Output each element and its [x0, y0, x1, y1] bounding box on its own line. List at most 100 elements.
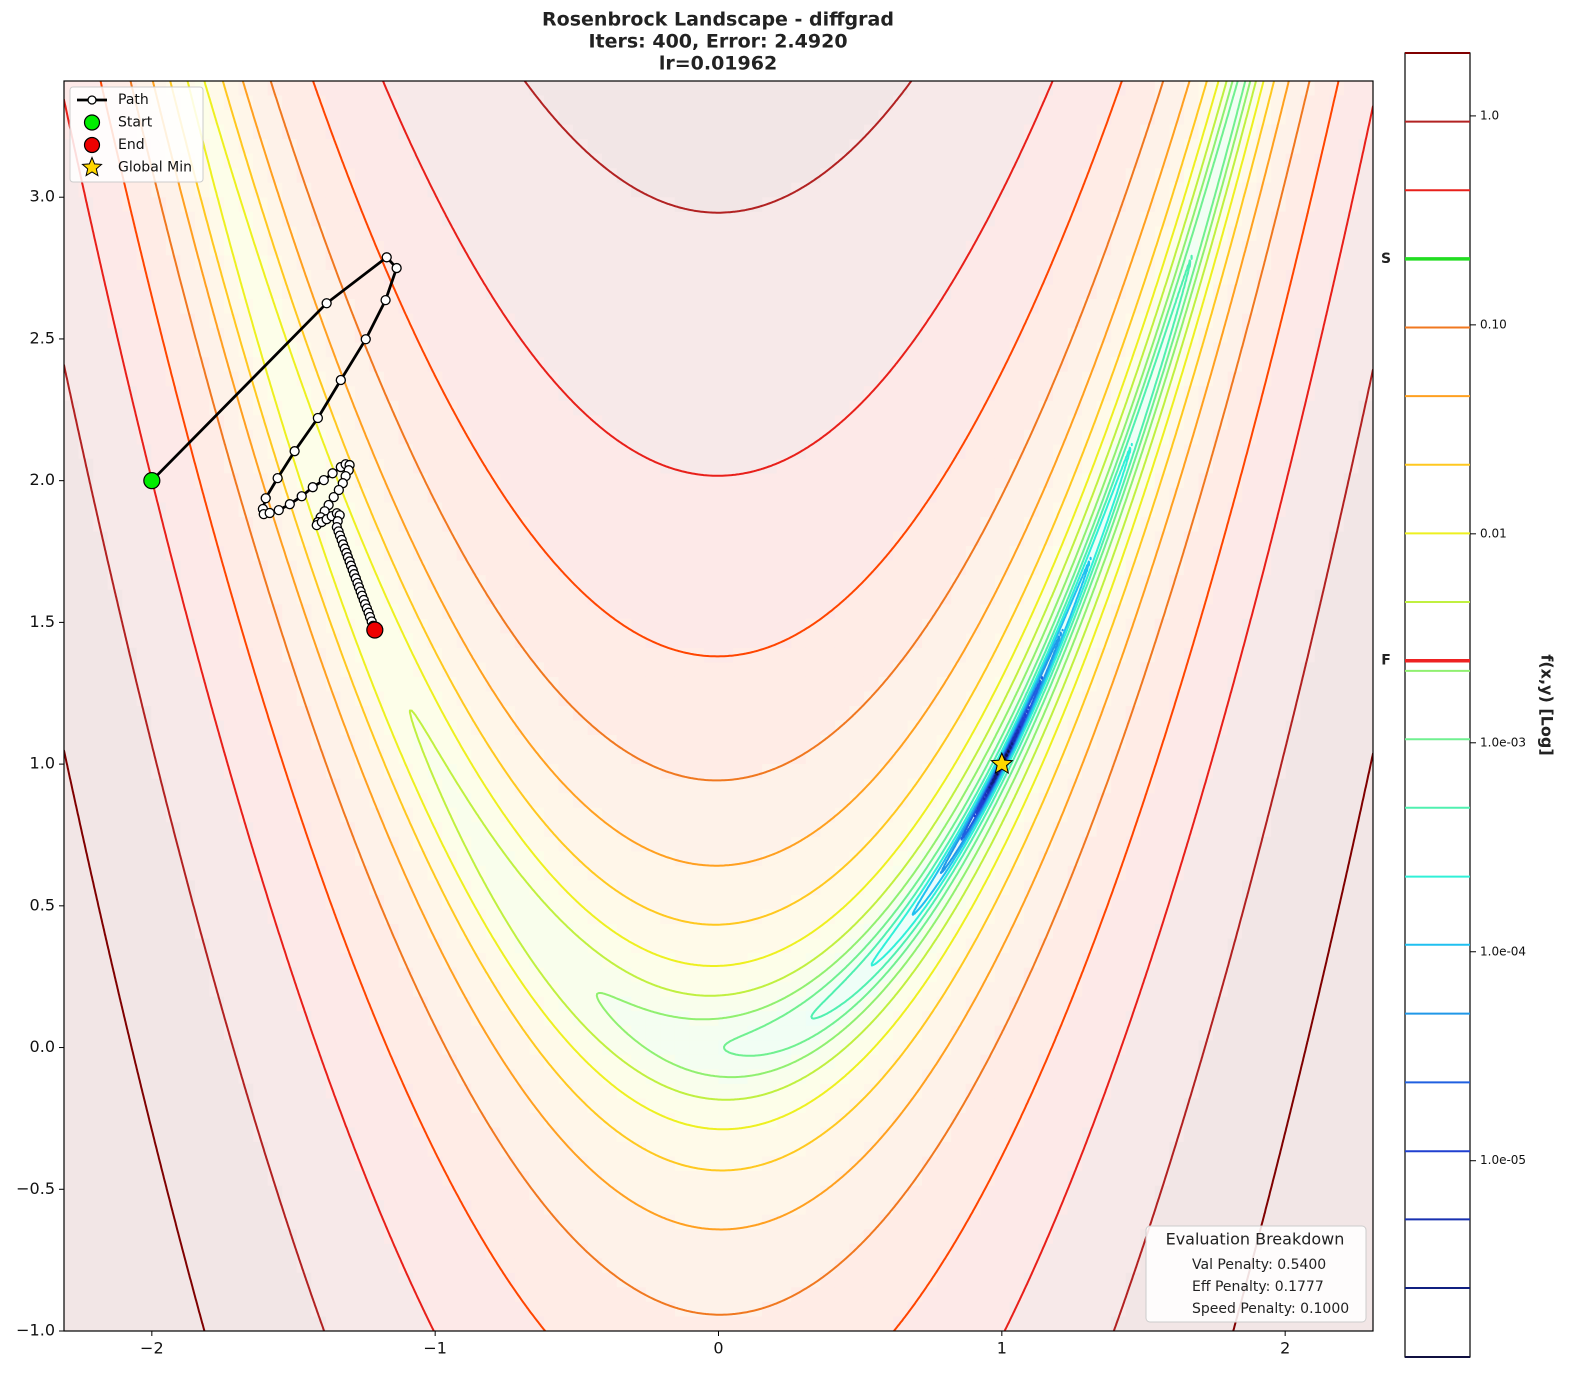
- background-cell: [195, 386, 210, 401]
- background-cell: [908, 226, 923, 241]
- background-cell: [908, 96, 923, 111]
- background-cell: [355, 110, 370, 125]
- background-cell: [79, 343, 94, 358]
- background-cell: [791, 212, 806, 227]
- background-cell: [1315, 212, 1330, 227]
- background-cell: [1111, 314, 1126, 329]
- background-cell: [922, 226, 937, 241]
- background-cell: [1140, 96, 1155, 111]
- background-cell: [937, 372, 952, 387]
- background-cell: [588, 183, 603, 198]
- background-cell: [108, 241, 123, 256]
- background-cell: [980, 299, 995, 314]
- background-cell: [1242, 270, 1257, 285]
- background-cell: [544, 328, 559, 343]
- background-cell: [820, 241, 835, 256]
- background-cell: [660, 96, 675, 111]
- background-cell: [442, 270, 457, 285]
- background-cell: [239, 285, 254, 300]
- background-cell: [1053, 197, 1068, 212]
- background-cell: [806, 96, 821, 111]
- background-cell: [908, 241, 923, 256]
- background-cell: [239, 110, 254, 125]
- background-cell: [617, 212, 632, 227]
- background-cell: [893, 168, 908, 183]
- background-cell: [1140, 168, 1155, 183]
- background-cell: [908, 183, 923, 198]
- background-cell: [966, 197, 981, 212]
- background-cell: [646, 226, 661, 241]
- background-cell: [748, 154, 763, 169]
- background-cell: [704, 183, 719, 198]
- background-cell: [689, 255, 704, 270]
- background-cell: [573, 255, 588, 270]
- background-cell: [617, 255, 632, 270]
- background-cell: [762, 270, 777, 285]
- background-cell: [428, 314, 443, 329]
- background-cell: [660, 299, 675, 314]
- background-cell: [428, 226, 443, 241]
- background-cell: [1126, 110, 1141, 125]
- background-cell: [1024, 168, 1039, 183]
- background-cell: [922, 328, 937, 343]
- chart-title: Rosenbrock Landscape - diffgrad: [542, 9, 894, 31]
- background-cell: [180, 372, 195, 387]
- background-cell: [864, 255, 879, 270]
- background-cell: [471, 255, 486, 270]
- background-cell: [646, 154, 661, 169]
- background-cell: [1082, 197, 1097, 212]
- background-cell: [588, 285, 603, 300]
- background-cell: [1024, 372, 1039, 387]
- background-cell: [791, 314, 806, 329]
- background-cell: [675, 314, 690, 329]
- background-cell: [922, 197, 937, 212]
- background-cell: [529, 139, 544, 154]
- background-cell: [471, 183, 486, 198]
- background-cell: [922, 270, 937, 285]
- background-cell: [326, 226, 341, 241]
- background-cell: [122, 270, 137, 285]
- background-cell: [806, 285, 821, 300]
- background-cell: [559, 183, 574, 198]
- background-cell: [748, 183, 763, 198]
- background-cell: [515, 183, 530, 198]
- background-cell: [791, 168, 806, 183]
- background-cell: [675, 139, 690, 154]
- background-cell: [224, 270, 239, 285]
- background-cell: [268, 270, 283, 285]
- background-cell: [748, 197, 763, 212]
- background-cell: [195, 314, 210, 329]
- background-cell: [340, 241, 355, 256]
- background-cell: [1344, 110, 1359, 125]
- background-cell: [908, 314, 923, 329]
- background-cell: [951, 299, 966, 314]
- background-cell: [951, 139, 966, 154]
- background-cell: [1300, 241, 1315, 256]
- background-cell: [849, 285, 864, 300]
- background-cell: [864, 357, 879, 372]
- background-cell: [864, 197, 879, 212]
- background-cell: [355, 154, 370, 169]
- background-cell: [631, 255, 646, 270]
- background-cell: [631, 386, 646, 401]
- background-cell: [137, 357, 152, 372]
- background-cell: [660, 328, 675, 343]
- background-cell: [849, 270, 864, 285]
- background-cell: [835, 241, 850, 256]
- background-cell: [762, 110, 777, 125]
- background-cell: [1329, 299, 1344, 314]
- background-cell: [297, 81, 312, 96]
- background-cell: [704, 96, 719, 111]
- background-cell: [151, 226, 166, 241]
- background-cell: [864, 343, 879, 358]
- background-cell: [209, 357, 224, 372]
- background-cell: [806, 154, 821, 169]
- background-cell: [1039, 226, 1054, 241]
- background-cell: [719, 357, 734, 372]
- background-cell: [64, 197, 79, 212]
- background-cell: [166, 285, 181, 300]
- background-cell: [733, 183, 748, 198]
- background-cell: [559, 285, 574, 300]
- background-cell: [384, 343, 399, 358]
- background-cell: [893, 314, 908, 329]
